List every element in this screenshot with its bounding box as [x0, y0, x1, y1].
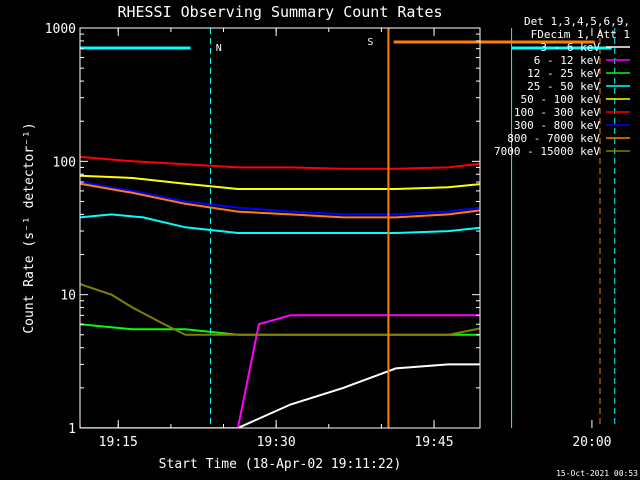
y-axis-label: Count Rate (s⁻¹ detector⁻¹) — [22, 122, 37, 333]
series-line-50-100keV — [80, 174, 480, 190]
y-tick-label: 1 — [68, 422, 76, 437]
series-line-3-6keV — [237, 363, 480, 428]
series-layer — [80, 155, 480, 428]
legend-entry-label: 50 - 100 keV — [521, 93, 601, 106]
series-line-100-300keV — [80, 155, 480, 170]
marker-layer: NS — [80, 28, 616, 428]
series-line-7000-15000keV — [80, 283, 480, 336]
legend-entry-label: 12 - 25 keV — [527, 67, 600, 80]
x-axis-label: Start Time (18-Apr-02 19:11:22) — [159, 457, 402, 472]
legend-entry-label: 3 - 6 keV — [540, 41, 600, 54]
x-tick-label: 19:45 — [414, 435, 453, 450]
series-line-25-50keV — [80, 213, 480, 234]
x-tick-label: 19:15 — [99, 435, 138, 450]
footer-timestamp: 15-Oct-2021 00:53 — [556, 469, 638, 478]
night-marker-label: N — [216, 43, 222, 54]
legend-entry-label: 25 - 50 keV — [527, 80, 600, 93]
legend-header-line: Det 1,3,4,5,6,9, — [524, 15, 630, 28]
y-tick-label: 10 — [60, 289, 76, 304]
series-line-800-7000keV — [80, 182, 480, 219]
legend-entry-label: 300 - 800 keV — [514, 119, 600, 132]
plot-frame — [79, 27, 481, 429]
legend-entry-label: 6 - 12 keV — [534, 54, 601, 67]
series-line-300-800keV — [80, 181, 480, 216]
saa-marker-label: S — [367, 37, 373, 48]
y-tick-label: 100 — [53, 155, 76, 170]
series-line-6-12keV — [80, 314, 480, 428]
legend-header-line: FDecim 1, Att 1 — [531, 28, 630, 41]
legend-entry-label: 100 - 300 keV — [514, 106, 600, 119]
legend-entry-label: 7000 - 15000 keV — [494, 145, 600, 158]
x-tick-label: 20:00 — [572, 435, 611, 450]
legend: Det 1,3,4,5,6,9,FDecim 1, Att 13 - 6 keV… — [494, 15, 630, 158]
chart-title: RHESSI Observing Summary Count Rates — [117, 3, 442, 21]
legend-entry-label: 800 - 7000 keV — [507, 132, 600, 145]
y-axis-ticks: 1 10 100 1000 — [45, 22, 480, 437]
x-tick-label: 19:30 — [257, 435, 296, 450]
y-tick-label: 1000 — [45, 22, 76, 37]
